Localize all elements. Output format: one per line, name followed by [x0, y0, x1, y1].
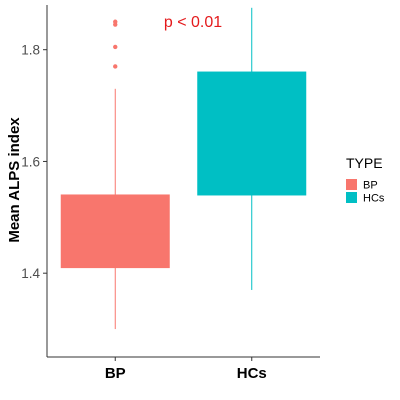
p-value-annotation: p < 0.01	[164, 14, 222, 31]
x-tick-label-bp: BP	[105, 365, 126, 382]
legend-label-bp: BP	[363, 180, 378, 192]
y-tick-label: 1.6	[21, 154, 40, 169]
box-group-bp	[60, 19, 170, 330]
outlier-point	[113, 19, 118, 24]
plot-marks	[60, 7, 307, 330]
outlier-point	[113, 64, 118, 69]
x-axis-ticks: BP HCs	[105, 357, 267, 382]
y-axis-title: Mean ALPS index	[6, 117, 23, 243]
outlier-point	[113, 44, 118, 50]
x-tick-label-hcs: HCs	[237, 365, 267, 382]
y-tick-label: 1.8	[21, 43, 40, 58]
box-group-hcs	[197, 7, 307, 290]
y-axis-ticks: 1.4 1.6 1.8	[21, 43, 47, 281]
legend-label-hcs: HCs	[363, 193, 385, 205]
y-tick-label: 1.4	[21, 266, 40, 281]
box-iqr	[60, 194, 170, 269]
legend-title: TYPE	[346, 155, 383, 171]
